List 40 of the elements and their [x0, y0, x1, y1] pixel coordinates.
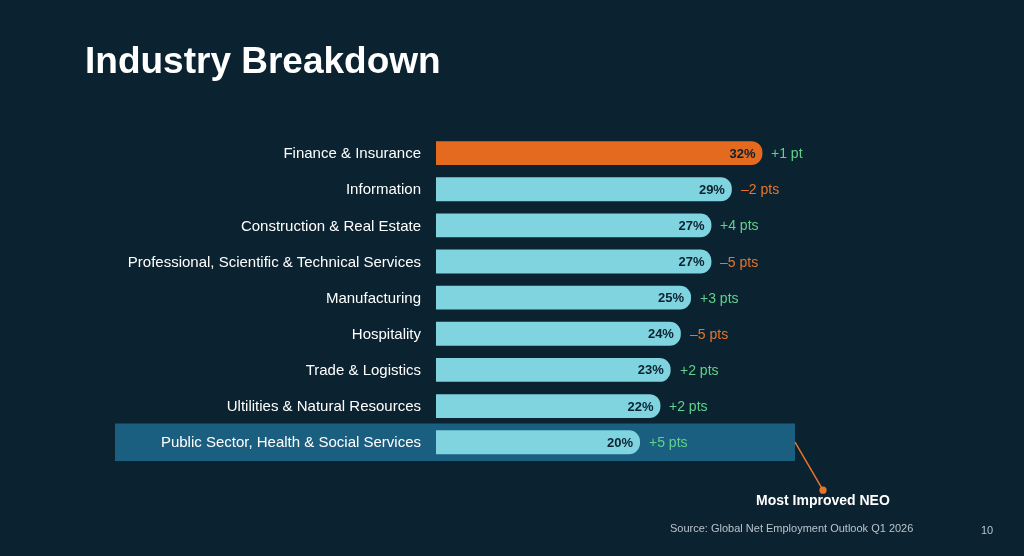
- bar: [436, 141, 763, 165]
- data-label: 27%: [678, 217, 705, 233]
- bar: [436, 394, 661, 418]
- annotation: +2 pts: [680, 362, 719, 378]
- annotation: –5 pts: [720, 254, 759, 270]
- chart-title: Industry Breakdown: [85, 39, 441, 81]
- y-tick-label: Professional, Scientific & Technical Services: [127, 252, 421, 270]
- y-tick-label: Trade & Logistics: [305, 361, 421, 379]
- text: 10: [981, 524, 994, 536]
- data-label: 24%: [647, 326, 675, 342]
- bar: [436, 177, 732, 202]
- band-label: Most Improved NEO: [756, 492, 890, 508]
- annotation: +5 pts: [649, 434, 688, 450]
- annotation: –5 pts: [690, 326, 729, 342]
- annotation: +1 pt: [771, 145, 803, 161]
- data-label: 32%: [729, 145, 756, 161]
- bar: [436, 285, 691, 310]
- data-label: 22%: [627, 398, 654, 414]
- bar: [436, 430, 640, 455]
- data-label: 27%: [678, 253, 705, 269]
- y-tick-label: Public Sector, Health & Social Services: [160, 433, 421, 451]
- y-tick-label: Finance & Insurance: [283, 144, 421, 162]
- annotation: –2 pts: [741, 181, 780, 197]
- annotation: +4 pts: [720, 217, 759, 233]
- annotation: +3 pts: [700, 290, 739, 306]
- y-tick-label: Ultilities & Natural Resources: [226, 397, 421, 415]
- y-tick-label: Construction & Real Estate: [240, 216, 421, 234]
- annotation: +2 pts: [669, 398, 708, 414]
- bar: [436, 358, 671, 382]
- bar: [436, 213, 712, 238]
- y-tick-label: Information: [345, 180, 421, 198]
- y-tick-label: Manufacturing: [325, 288, 421, 306]
- data-label: 20%: [607, 434, 634, 450]
- data-label: 23%: [637, 362, 665, 378]
- y-tick-label: Hospitality: [351, 325, 422, 343]
- data-label: 29%: [698, 181, 726, 197]
- source-note: Source: Global Net Employment Outlook Q1 2026: [670, 522, 914, 534]
- bar: [436, 321, 681, 346]
- bar: [436, 249, 712, 274]
- data-label: 25%: [658, 290, 685, 306]
